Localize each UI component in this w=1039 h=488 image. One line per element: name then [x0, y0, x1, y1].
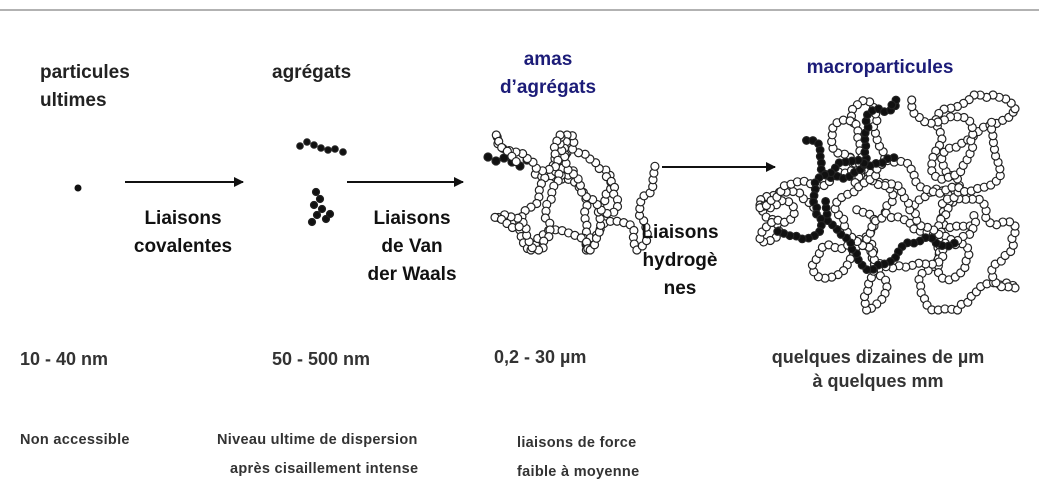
stage-size: quelques dizaines de µm — [772, 347, 984, 367]
link-label: hydrogè — [643, 250, 718, 271]
stage-name: amas — [524, 49, 573, 70]
stage-name: d’agrégats — [500, 77, 596, 98]
particle — [987, 117, 997, 127]
link-label: covalentes — [134, 236, 232, 257]
stage-size: 0,2 - 30 µm — [494, 347, 586, 367]
particle — [514, 222, 524, 232]
stage-note: faible à moyenne — [517, 464, 639, 480]
stage-name: ultimes — [40, 90, 107, 111]
particle — [315, 194, 325, 204]
stage-size: 50 - 500 nm — [272, 349, 370, 369]
particle — [887, 100, 897, 110]
link-label: der Waals — [367, 264, 456, 285]
particle — [312, 210, 322, 220]
link-label: nes — [664, 278, 697, 299]
particle — [331, 145, 339, 153]
stage-name: particules — [40, 62, 130, 83]
particle — [303, 138, 311, 146]
stage-note: liaisons de force — [517, 435, 637, 451]
clusters — [296, 90, 1020, 315]
stage-name: agrégats — [272, 62, 351, 83]
particle — [511, 156, 521, 167]
particle — [907, 95, 917, 105]
stage-note: Niveau ultime de dispersion — [217, 432, 418, 448]
link-label: Liaisons — [373, 208, 450, 229]
particle — [317, 204, 327, 214]
particle — [773, 227, 783, 236]
particle — [311, 187, 321, 197]
particle — [325, 209, 335, 219]
link-label: Liaisons — [641, 222, 718, 243]
stage-size: 10 - 40 nm — [20, 349, 108, 369]
particle — [307, 217, 317, 227]
stage-size: à quelques mm — [812, 371, 943, 391]
stage-note: après cisaillement intense — [230, 461, 418, 477]
stage-name: macroparticules — [807, 57, 954, 78]
particle — [821, 196, 831, 206]
particle — [296, 142, 304, 150]
link-label: Liaisons — [144, 208, 221, 229]
particle — [650, 161, 660, 171]
particle — [317, 144, 325, 152]
stage-note: Non accessible — [20, 432, 130, 448]
particle — [309, 200, 319, 210]
particle — [74, 184, 82, 192]
particle — [491, 156, 501, 166]
link-label: de Van — [381, 236, 442, 257]
particle — [339, 148, 347, 156]
particle — [483, 152, 493, 162]
particle — [324, 146, 332, 154]
particle — [310, 141, 318, 149]
